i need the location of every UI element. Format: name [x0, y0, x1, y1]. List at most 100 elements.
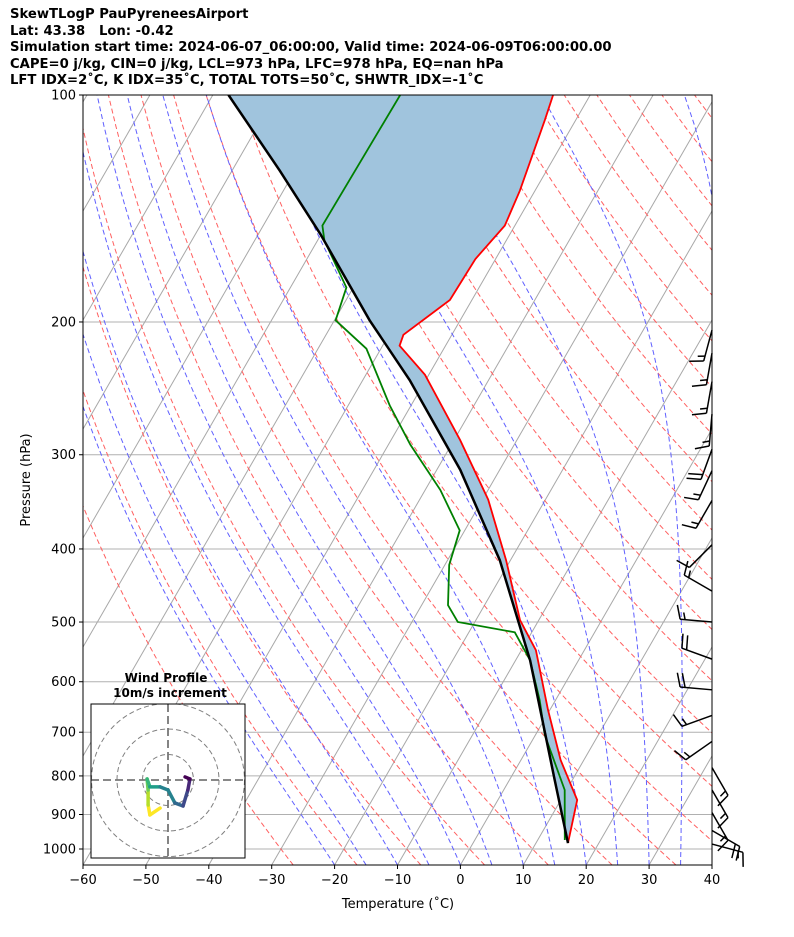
y-tick-label: 200 — [51, 315, 76, 330]
barb-half-flag — [702, 440, 710, 444]
isotherm — [459, 427, 712, 865]
dry-adiabat — [140, 95, 613, 865]
x-tick-label: −30 — [258, 873, 285, 888]
isotherm — [83, 95, 88, 103]
wind-barb — [672, 714, 713, 728]
wind-barb — [694, 414, 713, 450]
dry-adiabat — [498, 95, 712, 388]
dry-adiabat — [303, 95, 712, 682]
barb-staff — [697, 470, 713, 501]
temperature-line — [398, 95, 579, 844]
title-station: SkewTLogP PauPyreneesAirport — [10, 7, 249, 22]
isotherm — [83, 95, 340, 539]
x-tick-label: −10 — [384, 873, 411, 888]
x-tick-label: 30 — [641, 873, 658, 888]
title-times: Simulation start time: 2024-06-07_06:00:… — [10, 40, 612, 56]
x-tick-label: 20 — [578, 873, 595, 888]
barb-flag — [683, 560, 689, 576]
wind-barb — [683, 470, 713, 501]
moist-adiabat — [162, 95, 524, 865]
barb-staff — [711, 767, 729, 796]
y-tick-label: 300 — [51, 448, 76, 463]
dry-adiabat — [466, 95, 712, 435]
isotherm — [83, 95, 277, 430]
y-tick-label: 100 — [51, 89, 76, 104]
dry-adiabat — [694, 95, 712, 119]
barb-half-flag — [719, 790, 727, 797]
y-tick-label: 600 — [51, 675, 76, 690]
title-indices-2: LFT IDX=2˚C, K IDX=35˚C, TOTAL TOTS=50˚C… — [10, 73, 484, 89]
y-tick-label: 400 — [51, 542, 76, 557]
hodograph-segment — [186, 777, 192, 792]
isotherm — [271, 100, 712, 865]
x-tick-label: 0 — [456, 873, 464, 888]
isotherm — [585, 645, 712, 865]
barb-half-flag — [693, 493, 701, 496]
barb-staff — [702, 329, 713, 362]
wind-barb — [711, 843, 744, 867]
dry-adiabat — [173, 95, 677, 865]
barb-staff — [695, 500, 713, 529]
hodograph-inset: Wind Profile 10m/s increment — [90, 671, 246, 859]
barb-flag — [691, 412, 707, 416]
parcel-line — [227, 95, 570, 844]
dry-adiabat — [83, 388, 358, 865]
barb-half-flag — [682, 612, 686, 620]
moist-adiabat — [126, 95, 493, 865]
dry-adiabat — [433, 95, 712, 483]
y-axis-label: Pressure (hPa) — [19, 433, 34, 526]
x-tick-label: −40 — [195, 873, 222, 888]
wind-barb — [711, 767, 729, 807]
dry-adiabat — [83, 265, 422, 865]
barb-flag — [683, 496, 699, 501]
barb-flag — [681, 633, 684, 649]
barb-flag — [694, 445, 710, 450]
hodograph-segment — [181, 788, 190, 808]
barb-staff — [705, 381, 713, 414]
x-tick-label: 10 — [515, 873, 532, 888]
dry-adiabat — [107, 95, 549, 865]
dry-adiabat — [727, 95, 794, 865]
barb-staff — [700, 448, 713, 480]
wind-barb — [689, 329, 713, 362]
barb-staff — [711, 789, 729, 819]
wind-barb — [683, 560, 713, 592]
dry-adiabat — [531, 95, 712, 342]
dry-adiabat — [368, 95, 712, 581]
dry-adiabat — [596, 95, 712, 251]
wind-barb — [686, 448, 713, 481]
hodograph-segment — [183, 775, 192, 781]
barb-staff — [708, 414, 713, 447]
barb-half-flag — [699, 407, 708, 410]
barb-staff — [681, 647, 713, 660]
y-tick-label: 500 — [51, 616, 76, 631]
barb-staff — [711, 829, 741, 848]
y-tick-label: 900 — [51, 808, 76, 823]
hodograph-title: Wind Profile — [125, 671, 208, 685]
barb-half-flag — [687, 570, 692, 578]
isotherm — [648, 754, 712, 865]
barb-flag — [681, 523, 697, 529]
barb-flag — [685, 635, 689, 650]
barb-half-flag — [719, 812, 727, 820]
x-tick-label: 40 — [704, 873, 721, 888]
barb-staff — [711, 812, 729, 841]
dry-adiabat — [83, 504, 294, 865]
isotherm — [522, 536, 712, 865]
moist-adiabat — [541, 95, 683, 865]
barb-flag — [681, 673, 686, 688]
wind-barb — [676, 672, 713, 691]
dry-adiabat — [238, 95, 712, 787]
dry-adiabat — [83, 126, 485, 865]
barb-flag — [691, 383, 707, 387]
chart-title: SkewTLogP PauPyreneesAirport Lat: 43.38 L… — [10, 7, 612, 90]
title-latlon: Lat: 43.38 Lon: -0.42 — [10, 23, 174, 39]
barb-flag — [688, 472, 703, 476]
moist-adiabat — [259, 95, 587, 865]
moist-adiabat — [83, 404, 336, 865]
dry-adiabat — [401, 95, 712, 531]
barb-staff — [711, 843, 744, 854]
title-indices-1: CAPE=0 j/kg, CIN=0 j/kg, LCL=973 hPa, LF… — [10, 56, 504, 72]
x-axis-label: Temperature (˚C) — [341, 896, 454, 912]
